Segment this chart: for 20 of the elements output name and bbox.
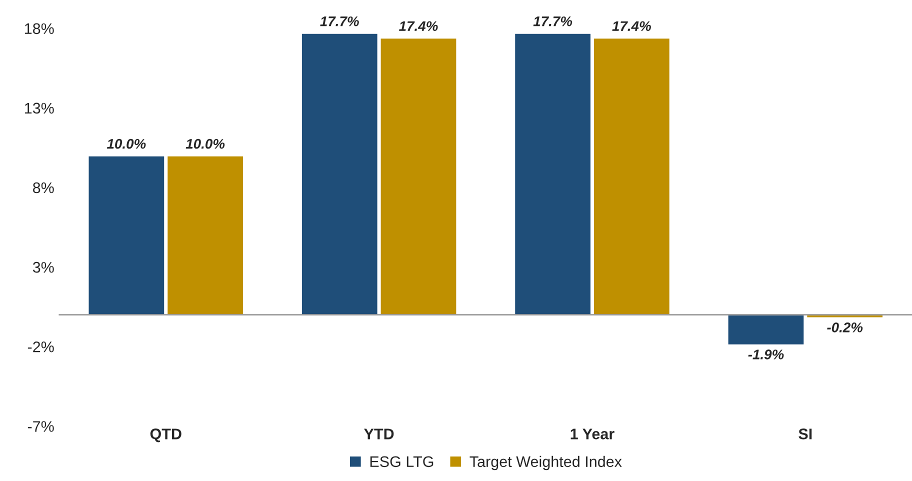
x-tick-label: YTD	[364, 428, 394, 440]
y-tick-label: -2%	[28, 341, 54, 352]
x-tick-label: QTD	[150, 428, 182, 442]
legend-label: ESG LTG	[370, 456, 434, 468]
data-label: 17.4%	[612, 21, 651, 31]
data-label: 10.0%	[186, 138, 225, 149]
y-tick-label: 13%	[25, 102, 54, 114]
y-tick-label: 8%	[33, 182, 54, 194]
x-tick-label: SI	[798, 428, 812, 440]
y-tick-label: 3%	[32, 262, 54, 273]
data-label: 17.7%	[320, 16, 359, 26]
data-label: -1.9%	[748, 350, 784, 360]
y-tick-label: -7%	[28, 421, 54, 432]
legend-label: Target Weighted Index	[470, 456, 622, 470]
x-tick-label: 1 Year	[570, 428, 614, 440]
data-label: 17.7%	[533, 16, 572, 26]
data-label: -0.2%	[827, 322, 863, 332]
data-label: 10.0%	[106, 138, 146, 149]
y-tick-label: 18%	[25, 23, 54, 34]
data-label: 17.4%	[399, 21, 438, 31]
